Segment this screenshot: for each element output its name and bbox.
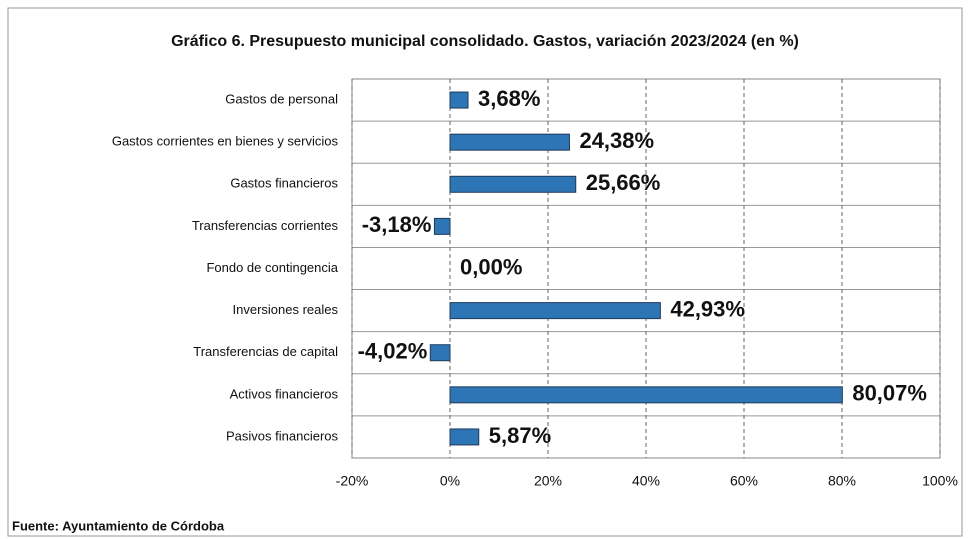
category-label: Transferencias corrientes xyxy=(192,218,339,233)
value-label: 80,07% xyxy=(852,381,927,406)
x-tick-label: 0% xyxy=(440,473,460,489)
bar xyxy=(449,428,480,446)
value-label: 42,93% xyxy=(670,296,745,321)
bar xyxy=(433,217,451,235)
category-label: Fondo de contingencia xyxy=(206,260,338,275)
category-label: Gastos de personal xyxy=(225,91,338,106)
category-label: Pasivos financieros xyxy=(226,428,338,443)
x-tick-label: 100% xyxy=(922,473,958,489)
value-label: 25,66% xyxy=(586,170,661,195)
x-tick-label: 60% xyxy=(730,473,758,489)
x-tick-label: 20% xyxy=(534,473,562,489)
source: Fuente: Ayuntamiento de Córdoba xyxy=(12,518,225,533)
value-label: 24,38% xyxy=(579,128,654,153)
bar xyxy=(449,133,570,151)
value-label: 0,00% xyxy=(460,254,522,279)
bar xyxy=(449,386,843,404)
category-label: Activos financieros xyxy=(230,386,339,401)
category-label: Transferencias de capital xyxy=(193,344,338,359)
value-label: 5,87% xyxy=(489,423,551,448)
bar xyxy=(429,344,451,362)
value-label: 3,68% xyxy=(478,86,540,111)
category-label: Gastos corrientes en bienes y servicios xyxy=(112,134,339,149)
x-tick-label: 80% xyxy=(828,473,856,489)
value-label: -4,02% xyxy=(358,339,428,364)
frame xyxy=(7,7,963,537)
bar xyxy=(449,302,661,320)
bar xyxy=(449,91,469,109)
category-label: Gastos financieros xyxy=(230,176,338,191)
x-tick-label: -20% xyxy=(336,473,369,489)
bar xyxy=(449,175,577,193)
category-label: Inversiones reales xyxy=(233,302,339,317)
x-tick-label: 40% xyxy=(632,473,660,489)
chart-title: Gráfico 6. Presupuesto municipal consoli… xyxy=(171,33,799,50)
value-label: -3,18% xyxy=(362,212,432,237)
